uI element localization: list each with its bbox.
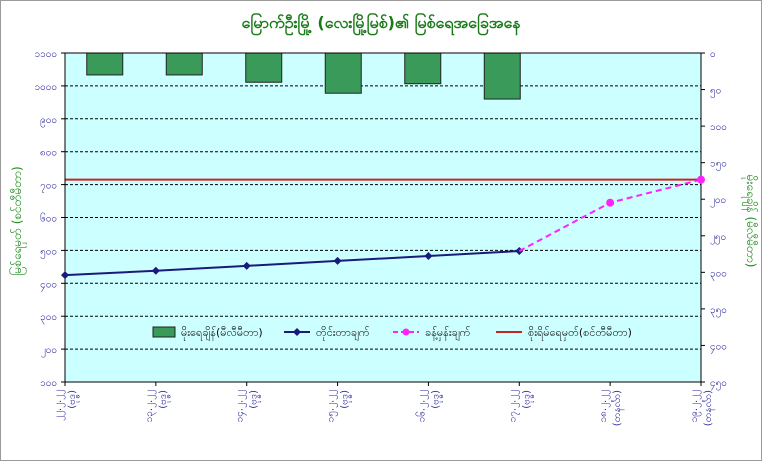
x-tick-label: ၁၃.၂.၂၂ — [144, 390, 157, 422]
y-tick-label-right: ၂၅၀ — [710, 232, 726, 245]
y-tick-label-left: ၈၀၀ — [40, 148, 57, 159]
y-tick-label-left: ၁၀၀၀ — [35, 82, 58, 93]
y-tick-label-left: ၂၀၀ — [41, 345, 57, 358]
y-tick-label-right: ၂၀၀ — [710, 195, 726, 208]
legend-observed-marker — [293, 328, 301, 336]
y-tick-label-right: ၄၅၀ — [710, 378, 727, 391]
observed-point — [424, 251, 433, 260]
y-tick-label-right: ၁၀၀ — [710, 122, 727, 133]
x-tick-sublabel: (ဗုဒ္ဓ) — [158, 390, 171, 409]
observed-point — [151, 266, 160, 275]
y-tick-label-left: ၉၀၀ — [40, 115, 57, 128]
y-tick-label-right: ၁၅၀ — [710, 159, 727, 172]
observed-point — [242, 261, 251, 270]
y-tick-label-left: ၇၀၀ — [40, 181, 57, 194]
y-tick-label-right: ၃၅၀ — [710, 305, 727, 318]
plot-area: ၁၁၀၀၁၀၀၀၉၀၀၈၀၀၇၀၀၆၀၀၅၀၀၄၀၀၃၀၀၂၀၀၁၀၀၀၅၀၁၀… — [35, 49, 727, 426]
x-tick-sublabel: (ဗုဒ္ဓ) — [521, 390, 534, 409]
rainfall-bar — [86, 52, 124, 76]
y-axis-right-label: မိုးရေချိန် (မီလီမီတာ) — [741, 175, 759, 268]
y-tick-label-left: ၁၁၀၀ — [35, 49, 58, 60]
rainfall-bar — [324, 52, 362, 94]
y-tick-label-right: ၄၀၀ — [710, 341, 727, 354]
rainfall-bar — [483, 52, 521, 100]
x-tick-sublabel: (ဗုဒ္ဓ) — [430, 390, 443, 409]
x-tick-sublabel: (တနင်္လာ) — [701, 390, 716, 426]
observed-series-line — [64, 250, 520, 277]
legend-forecast-marker — [402, 328, 410, 336]
y-tick-label-left: ၁၀၀ — [40, 378, 57, 389]
y-tick-label-right: ၀ — [710, 49, 716, 60]
x-tick-label: ၁၄.၂.၂၂ — [235, 390, 248, 422]
x-tick-label: ၁၈.၂.၂၂ — [598, 390, 611, 423]
y-tick-label-left: ၄၀၀ — [40, 279, 57, 292]
observed-point — [333, 256, 342, 265]
chart-title: မြောက်ဦးမြို့ (လေးမြို့မြစ်)၏ မြစ်ရေအခြေ… — [242, 12, 522, 36]
legend-danger-label: စိုးရိမ်ရေမှတ်(စင်တီမီတာ) — [528, 326, 632, 341]
x-tick-sublabel: (ဗုဒ္ဓ) — [340, 390, 353, 409]
x-tick-label: ၁၅.၂.၂၂ — [326, 390, 339, 422]
y-tick-label-right: ၅၀ — [710, 86, 721, 99]
x-tick-label: ၁၉.၂.၂၂ — [689, 390, 702, 422]
forecast-point — [697, 175, 705, 184]
x-tick-sublabel: (ဗုဒ္ဓ) — [249, 390, 262, 409]
observed-point — [61, 271, 69, 280]
rainfall-bar — [404, 52, 442, 85]
y-tick-label-left: ၆၀၀ — [40, 212, 57, 225]
x-tick-label: ၂၂.၂.၂၂ — [53, 390, 66, 421]
y-tick-label-right: ၃၀၀ — [710, 268, 727, 281]
forecast-point — [606, 198, 615, 207]
legend-observed-label: တိုင်းတာချက် — [316, 326, 370, 341]
legend-forecast-label: ခန့်မှန်းချက် — [425, 326, 471, 341]
y-tick-label-left: ၃၀၀ — [40, 312, 57, 325]
x-tick-sublabel: (ဗုဒ္ဓ) — [67, 390, 80, 409]
x-tick-label: ၁၆.၂.၂၂ — [414, 390, 429, 422]
legend-rainfall-label: မိုးရေချိန်(မီလီမီတာ) — [181, 326, 263, 341]
y-axis-left-label: မြစ်ရေမှတ် (စင်တီမီတာ) — [8, 166, 27, 275]
legend: မိုးရေချိန်(မီလီမီတာ) တိုင်းတာချက် ခန့်မှန… — [152, 326, 632, 341]
rainfall-bar — [165, 52, 203, 76]
y-tick-label-left: ၅၀၀ — [40, 246, 57, 259]
rainfall-bar — [245, 52, 283, 83]
legend-rainfall-swatch — [152, 326, 176, 338]
plot-border — [64, 52, 702, 383]
x-tick-label: ၁၇.၂.၂၂ — [507, 390, 520, 422]
x-tick-sublabel: (တနင်္လာ) — [610, 390, 625, 426]
